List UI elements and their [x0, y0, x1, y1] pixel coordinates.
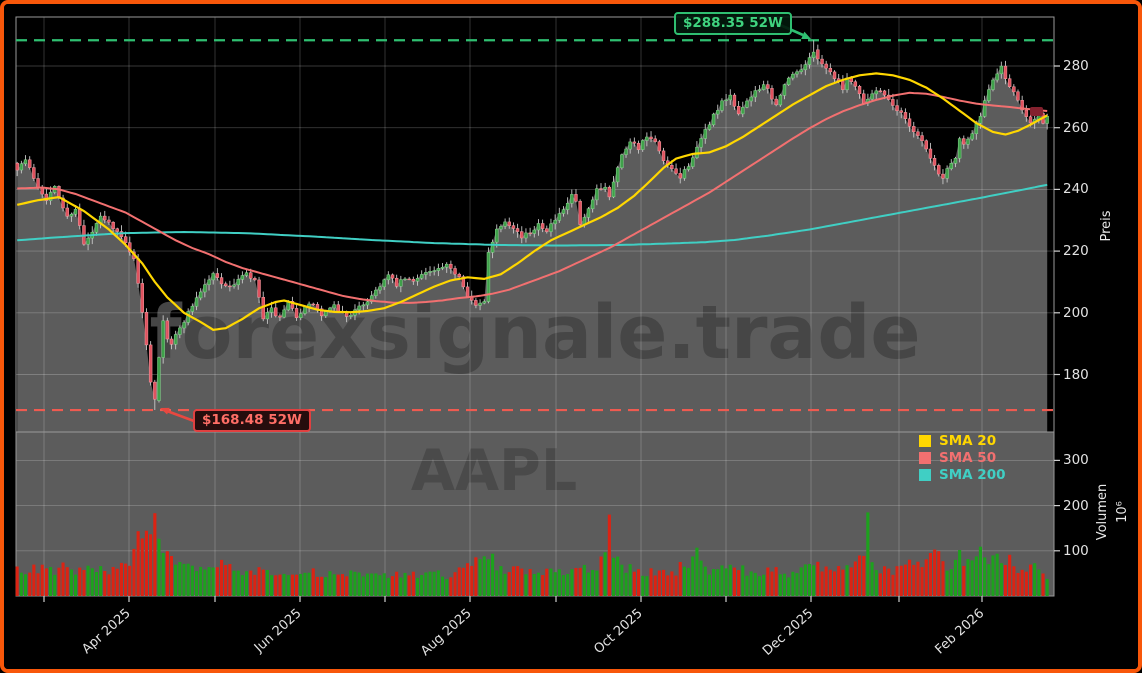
price-tick-label: 220 — [1063, 243, 1089, 260]
price-tick-label: 240 — [1063, 181, 1089, 198]
legend-item-sma50: SMA 50 — [919, 449, 1006, 466]
sma20-swatch-icon — [919, 434, 931, 447]
price-tick-label: 260 — [1063, 119, 1089, 136]
price-tick-label: 200 — [1063, 304, 1089, 321]
volume-axis-multiplier: 10⁶ — [1115, 501, 1130, 523]
price-tick-label: 180 — [1063, 366, 1089, 383]
price-axis-title: Preis — [1099, 210, 1114, 242]
sma200-swatch-icon — [919, 468, 931, 481]
volume-axis-title: Volumen — [1095, 483, 1110, 541]
watermark-text: forexsignale.trade — [149, 290, 920, 376]
high-52w-annotation: $288.35 52W — [674, 12, 792, 35]
volume-tick-label: 300 — [1063, 452, 1089, 469]
watermark-symbol: AAPL — [411, 438, 577, 504]
sma-legend: SMA 20 SMA 50 SMA 200 — [919, 432, 1006, 483]
price-tick-label: 280 — [1063, 58, 1089, 74]
price-volume-chart: forexsignale.trade AAPL — [4, 4, 1138, 669]
legend-item-sma20: SMA 20 — [919, 432, 1006, 449]
volume-tick-label: 200 — [1063, 497, 1089, 514]
legend-label-sma50: SMA 50 — [939, 449, 997, 466]
volume-tick-label: 100 — [1063, 542, 1089, 559]
legend-label-sma20: SMA 20 — [939, 432, 997, 449]
low-52w-annotation: $168.48 52W — [193, 409, 311, 432]
legend-item-sma200: SMA 200 — [919, 466, 1006, 483]
legend-label-sma200: SMA 200 — [939, 466, 1006, 483]
sma50-swatch-icon — [919, 451, 931, 464]
